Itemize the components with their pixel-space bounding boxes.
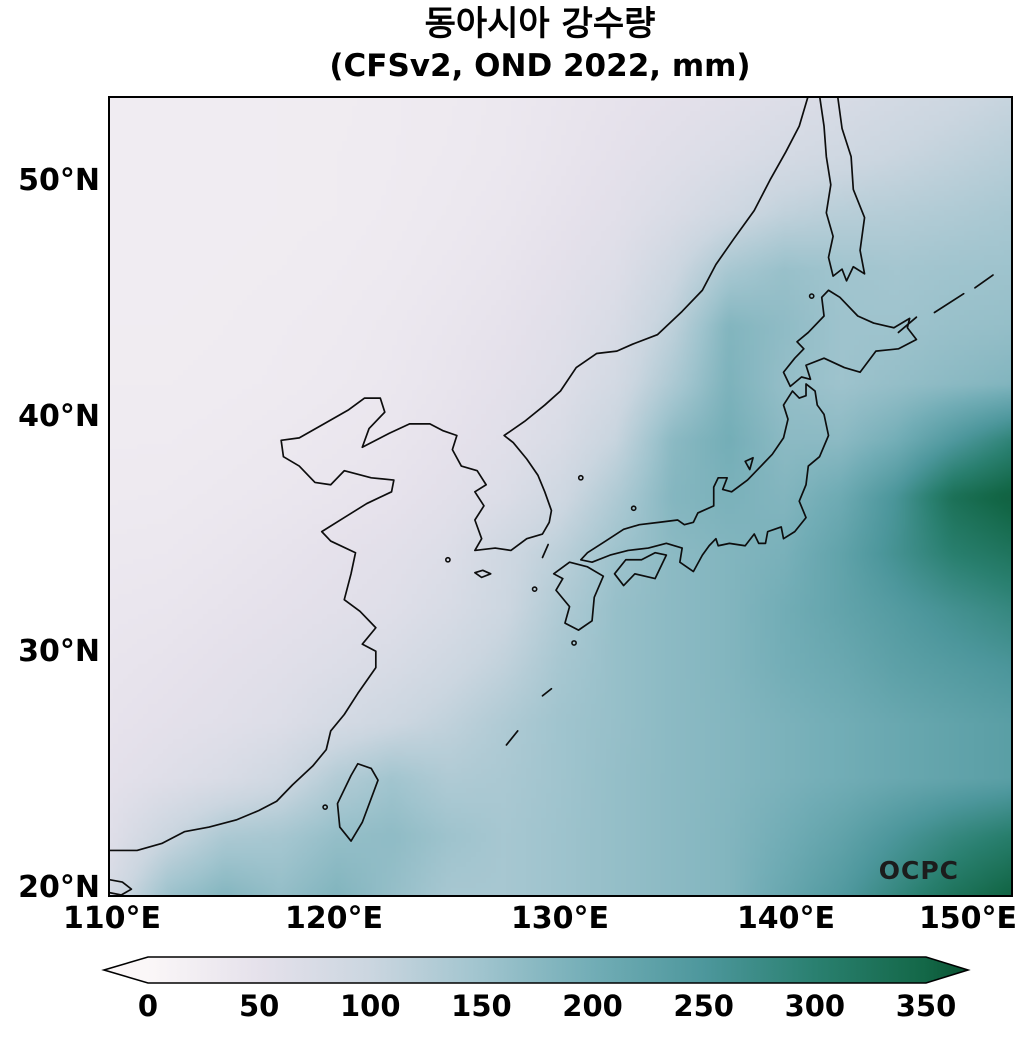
coastline-path <box>552 561 605 631</box>
colorbar-tick-label: 250 <box>673 989 734 1023</box>
y-tick-label: 40°N <box>18 398 100 434</box>
island-dot <box>808 293 815 299</box>
coastlines-layer <box>110 98 994 895</box>
x-tick-label: 130°E <box>510 901 610 936</box>
coastline-path <box>974 274 994 289</box>
coastline-path <box>933 292 965 314</box>
coastline-path <box>579 383 830 573</box>
colorbar-tick-label: 200 <box>562 989 623 1023</box>
coastline-path <box>782 289 918 388</box>
colorbar-tick-label: 350 <box>895 989 957 1023</box>
coastline-path <box>110 878 133 895</box>
map-panel: OCPC <box>108 96 1013 897</box>
y-tick-label: 50°N <box>18 163 100 199</box>
coastline-path <box>336 762 379 842</box>
island-dot <box>531 586 538 593</box>
colorbar-tick-label: 300 <box>784 989 846 1023</box>
coastline-path <box>541 687 553 697</box>
island-dot <box>322 804 329 811</box>
colorbar <box>101 956 971 984</box>
figure-title-block: 동아시아 강수량 (CFSv2, OND 2022, mm) <box>60 2 1020 86</box>
colorbar-tick-label: 100 <box>340 989 401 1023</box>
colorbar-tick-label: 150 <box>451 989 512 1023</box>
precip-field-canvas <box>110 98 1011 895</box>
coastline-path <box>744 456 754 471</box>
coastline-path <box>505 730 519 746</box>
colorbar-gradient-bar <box>101 956 971 984</box>
x-tick-label: 120°E <box>284 901 384 936</box>
colorbar-tick-label: 0 <box>137 989 159 1023</box>
page-title: 동아시아 강수량 <box>424 4 656 44</box>
coastline-path <box>541 543 550 559</box>
island-dot <box>630 505 637 512</box>
coastline-path <box>613 551 668 587</box>
island-dot <box>577 474 584 481</box>
x-tick-label: 140°E <box>736 901 836 936</box>
y-tick-label: 20°N <box>18 869 100 905</box>
y-tick-label: 30°N <box>18 634 100 670</box>
x-tick-label: 150°E <box>918 901 1018 936</box>
island-dot <box>445 556 451 563</box>
coastline-path <box>474 569 492 579</box>
coastline-path <box>819 98 866 282</box>
page-subtitle: (CFSv2, OND 2022, mm) <box>329 48 751 84</box>
coastline-path <box>110 98 809 852</box>
colorbar-tick-label: 50 <box>238 989 280 1023</box>
island-dot <box>571 640 577 646</box>
ocpc-watermark-label: OCPC <box>878 856 959 885</box>
x-tick-label: 110°E <box>62 901 162 936</box>
